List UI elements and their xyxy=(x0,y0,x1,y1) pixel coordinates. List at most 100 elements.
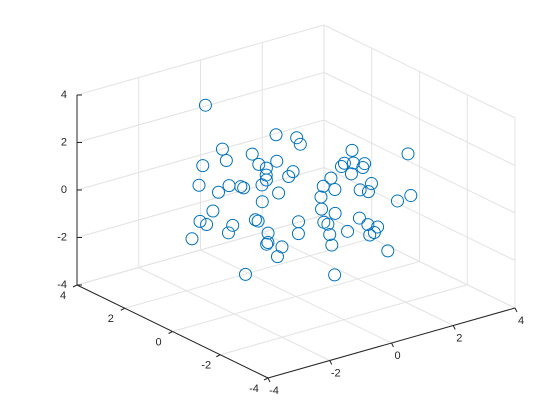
marker xyxy=(269,128,283,142)
marker xyxy=(293,137,307,151)
marker xyxy=(325,238,339,252)
marker xyxy=(314,190,328,204)
z-tick-label: 4 xyxy=(61,89,67,101)
y-tick-label: 4 xyxy=(60,290,66,302)
marker xyxy=(215,142,229,156)
marker xyxy=(365,177,378,191)
y-tick xyxy=(168,331,173,334)
marker xyxy=(324,171,338,185)
marker xyxy=(275,240,289,254)
grid-line xyxy=(124,237,372,309)
x-tick-label: 4 xyxy=(518,315,524,327)
marker xyxy=(353,183,367,197)
marker xyxy=(390,194,404,208)
x-tick-label: 0 xyxy=(394,350,400,362)
x-tick xyxy=(452,325,456,330)
marker xyxy=(282,170,296,184)
grid-line xyxy=(323,214,516,309)
marker xyxy=(401,147,415,161)
z-tick-label: 2 xyxy=(61,136,67,148)
marker xyxy=(222,179,236,193)
marker xyxy=(316,179,330,193)
grid-line xyxy=(323,72,516,166)
marker xyxy=(292,215,306,229)
marker xyxy=(334,160,348,174)
marker xyxy=(219,153,233,167)
marker xyxy=(211,185,225,199)
marker xyxy=(346,156,360,170)
marker xyxy=(198,98,212,112)
grid-line xyxy=(323,119,516,214)
marker xyxy=(361,218,375,232)
marker xyxy=(200,218,214,232)
x-tick xyxy=(329,360,333,365)
marker xyxy=(226,218,240,232)
marker xyxy=(192,178,206,192)
x-tick xyxy=(391,342,394,348)
grid-line xyxy=(76,214,325,286)
marker xyxy=(404,189,418,203)
marker xyxy=(328,182,342,196)
x-tick-label: 2 xyxy=(456,332,462,344)
marker xyxy=(341,224,355,238)
marker xyxy=(361,185,375,199)
y-tick xyxy=(263,377,269,381)
marker xyxy=(323,228,337,242)
marker xyxy=(206,204,220,218)
marker xyxy=(248,213,262,227)
marker xyxy=(238,267,252,281)
marker xyxy=(261,226,275,240)
y-tick-label: 0 xyxy=(155,336,161,348)
marker xyxy=(328,206,342,220)
grid-line xyxy=(323,167,516,261)
y-tick xyxy=(72,284,78,288)
marker xyxy=(255,195,269,209)
marker xyxy=(337,156,351,170)
x-tick-label: -2 xyxy=(331,367,341,379)
marker xyxy=(317,215,331,229)
grid-line xyxy=(76,119,325,191)
marker xyxy=(237,181,251,195)
marker xyxy=(185,232,199,246)
y-tick-label: 2 xyxy=(108,313,114,325)
z-tick-label: -4 xyxy=(57,279,67,291)
marker xyxy=(371,220,385,234)
marker xyxy=(381,244,395,258)
marker xyxy=(261,235,275,249)
marker xyxy=(344,167,358,181)
marker xyxy=(196,159,210,173)
marker xyxy=(221,226,235,240)
marker xyxy=(315,202,329,216)
grid-line xyxy=(323,24,516,119)
z-tick-label: 0 xyxy=(61,184,67,196)
grid-line xyxy=(220,284,468,356)
x-tick xyxy=(267,377,271,383)
marker xyxy=(245,147,259,161)
marker xyxy=(291,227,305,241)
z-tick-label: -2 xyxy=(57,231,67,243)
marker xyxy=(352,211,366,225)
marker xyxy=(328,268,342,282)
y-tick-label: -2 xyxy=(201,360,211,372)
marker xyxy=(259,173,273,187)
y-tick xyxy=(120,307,125,311)
marker xyxy=(251,214,265,228)
y-tick-label: -4 xyxy=(249,383,259,395)
grid-line xyxy=(76,72,325,143)
marker xyxy=(252,157,266,171)
grid-line xyxy=(172,261,420,332)
marker xyxy=(345,143,359,157)
marker xyxy=(270,154,284,168)
marker xyxy=(193,214,207,228)
y-tick xyxy=(216,354,221,358)
marker xyxy=(272,186,286,200)
grid-line xyxy=(76,24,325,96)
marker xyxy=(259,168,273,182)
marker xyxy=(290,131,304,145)
marker xyxy=(358,157,372,171)
x-tick xyxy=(514,307,518,313)
marker xyxy=(260,237,274,251)
marker xyxy=(286,165,300,179)
x-tick-label: -4 xyxy=(269,385,279,397)
